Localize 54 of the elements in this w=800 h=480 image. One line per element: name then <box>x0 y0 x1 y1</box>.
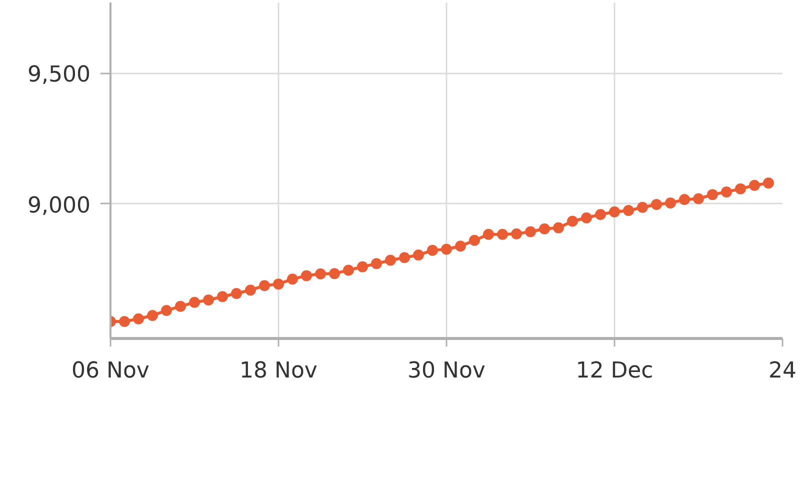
point <box>259 280 270 292</box>
point <box>287 274 298 285</box>
point <box>245 284 256 296</box>
point <box>217 291 228 302</box>
point <box>679 194 690 206</box>
point <box>483 228 494 240</box>
x-tick-label: 30 Nov <box>408 358 486 384</box>
point <box>441 244 452 255</box>
point <box>189 296 200 308</box>
y-tick-label: 9,500 <box>28 62 91 88</box>
point <box>511 228 522 240</box>
point <box>735 183 746 194</box>
x-tick-label: 18 Nov <box>240 358 318 384</box>
point <box>301 270 312 282</box>
point <box>343 264 354 276</box>
point <box>749 180 760 191</box>
point <box>455 240 466 252</box>
point <box>595 208 606 220</box>
point <box>329 268 340 280</box>
point <box>539 223 550 234</box>
point <box>427 244 438 256</box>
y-tick-label: 9,000 <box>28 193 91 218</box>
x-tick-label: 12 Dec <box>576 358 654 384</box>
point <box>693 193 704 204</box>
point <box>203 294 214 306</box>
point <box>707 189 718 200</box>
point <box>763 178 774 189</box>
point <box>119 316 130 327</box>
point <box>161 305 172 316</box>
point <box>581 212 592 224</box>
x-tick-label: 24 <box>768 358 797 384</box>
point <box>637 202 648 213</box>
point <box>399 252 410 264</box>
point <box>553 222 564 234</box>
point <box>357 261 368 272</box>
point <box>133 313 144 324</box>
point <box>413 250 424 261</box>
point <box>651 199 662 210</box>
point <box>665 197 676 208</box>
point <box>469 234 480 246</box>
point <box>371 258 382 270</box>
x-tick-label: 06 Nov <box>72 358 150 384</box>
point <box>567 216 578 227</box>
point <box>147 310 158 321</box>
point <box>623 205 634 216</box>
point <box>385 254 396 266</box>
point <box>315 268 326 280</box>
point <box>525 226 536 238</box>
point <box>497 228 508 240</box>
point <box>609 206 620 218</box>
point <box>231 288 242 299</box>
point <box>721 186 732 198</box>
point <box>273 278 284 290</box>
point <box>175 300 186 312</box>
